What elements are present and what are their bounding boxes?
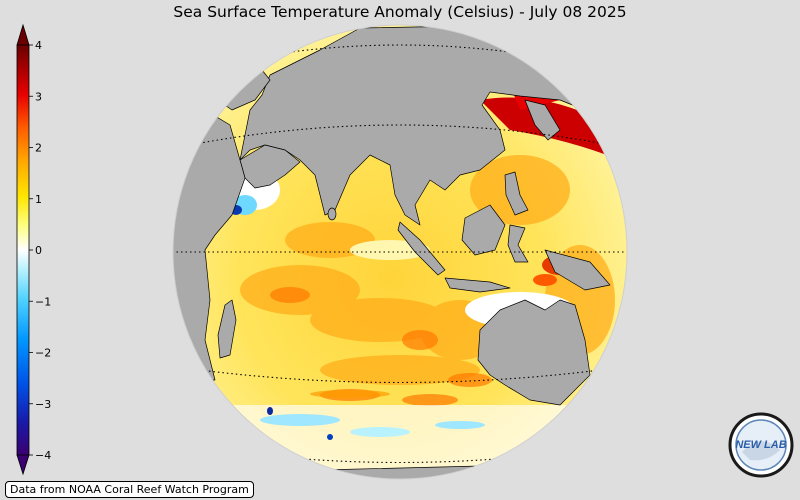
colorbar-tick-label: 3 bbox=[35, 90, 42, 103]
land-sumatra bbox=[397, 221, 446, 276]
land-antarctica bbox=[319, 465, 481, 479]
land-philippines bbox=[504, 171, 529, 216]
land-japan bbox=[524, 99, 561, 141]
new-lab-logo: NEW LAB bbox=[728, 412, 794, 478]
colorbar-tick-label: −2 bbox=[35, 347, 51, 360]
colorbar-tick-label: 2 bbox=[35, 142, 42, 155]
land-madagascar bbox=[217, 299, 237, 359]
colorbar-ticks: 4 3 2 1 0 −1 −2 −3 −4 bbox=[29, 39, 51, 462]
land-java bbox=[444, 277, 511, 293]
colorbar-tick-label: −1 bbox=[35, 295, 51, 308]
colorbar-tick-label: −3 bbox=[35, 398, 51, 411]
svg-text:NEW LAB: NEW LAB bbox=[735, 439, 786, 451]
colorbar-tick-label: 1 bbox=[35, 193, 42, 206]
colorbar-tick-label: 4 bbox=[35, 39, 42, 52]
land-masses bbox=[173, 25, 611, 479]
map-title: Sea Surface Temperature Anomaly (Celsius… bbox=[173, 3, 627, 21]
colorbar-tick-label: 0 bbox=[35, 244, 42, 257]
land-arabia bbox=[239, 144, 301, 189]
land-sulawesi bbox=[507, 224, 529, 263]
colorbar: 4 3 2 1 0 −1 −2 −3 −4 bbox=[16, 23, 51, 476]
land-sri-lanka bbox=[327, 207, 337, 221]
colorbar-tick-label: −4 bbox=[35, 449, 51, 462]
land-borneo bbox=[461, 204, 506, 256]
data-credit: Data from NOAA Coral Reef Watch Program bbox=[5, 481, 254, 498]
globe-outline bbox=[172, 24, 628, 480]
land-new-guinea bbox=[544, 249, 611, 291]
colorbar-bottom-arrow bbox=[16, 454, 30, 476]
